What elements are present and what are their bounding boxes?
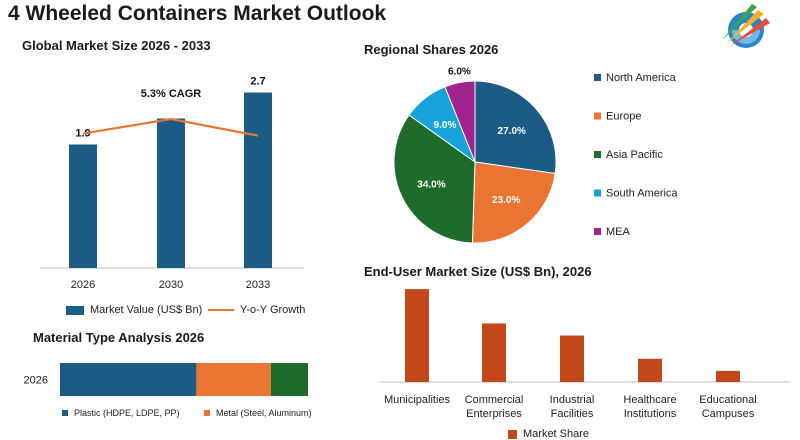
end-user-tick-5-line-2: Campuses <box>702 408 755 420</box>
global-cagr-annotation: 5.3% CAGR <box>141 88 202 100</box>
material-segment-3 <box>270 363 308 396</box>
pie-legend-swatch-south-america <box>594 189 601 197</box>
end-user-tick-2-line-2: Enterprises <box>466 408 522 420</box>
legend-plastic: Plastic (HDPE, LDPE, PP) <box>62 408 180 418</box>
global-bar-2033 <box>244 92 272 268</box>
legend-label-metal: Metal (Steel, Aluminum) <box>216 408 312 418</box>
legend-label-market-share: Market Share <box>523 428 590 440</box>
legend-swatch-plastic <box>62 410 68 416</box>
global-tick-2030: 2030 <box>159 279 183 291</box>
end-user-tick-4-line-2: Institutions <box>624 408 677 420</box>
end-user-tick-2-line-1: Commercial <box>465 394 524 406</box>
material-segment-2 <box>196 363 271 396</box>
pie-legend-label-mea: MEA <box>606 226 631 238</box>
regional-shares-title: Regional Shares 2026 <box>364 42 499 57</box>
global-market-title: Global Market Size 2026 - 2033 <box>22 38 211 53</box>
end-user-bar-1 <box>405 289 429 382</box>
global-value-label-2033: 2.7 <box>250 76 265 88</box>
global-growth-line <box>82 117 259 137</box>
legend-swatch-yoy-growth <box>208 309 234 311</box>
pie-legend-label-north-america: North America <box>606 72 677 84</box>
end-user-tick-1-line-1: Municipalities <box>384 394 451 406</box>
legend-market-share: Market Share <box>508 428 589 440</box>
brand-logo-icon <box>722 4 770 48</box>
legend-label-market-value: Market Value (US$ Bn) <box>90 304 203 316</box>
pie-slice-north-america <box>474 80 557 175</box>
end-user-bar-3 <box>560 335 584 382</box>
pie-legend-label-europe: Europe <box>606 111 641 123</box>
global-tick-2026: 2026 <box>71 279 95 291</box>
pie-label-europe: 23.0% <box>492 195 520 206</box>
legend-label-yoy-growth: Y-o-Y Growth <box>240 304 306 316</box>
end-user-bar-2 <box>482 323 506 382</box>
pie-label-asia-pacific: 34.0% <box>417 180 445 191</box>
pie-slice-europe <box>471 161 556 244</box>
legend-swatch-market-value <box>66 305 84 315</box>
legend-label-plastic: Plastic (HDPE, LDPE, PP) <box>74 408 180 418</box>
material-tick-2026: 2026 <box>24 375 48 387</box>
global-tick-2033: 2033 <box>246 279 270 291</box>
legend-market-value: Market Value (US$ Bn) <box>66 304 202 316</box>
pie-slice-asia-pacific <box>393 114 476 244</box>
pie-legend-swatch-asia-pacific <box>594 151 601 158</box>
pie-slice-mea <box>444 80 476 163</box>
pie-label-south-america: 9.0% <box>434 120 457 131</box>
material-segment-1 <box>60 363 197 396</box>
end-user-tick-3-line-2: Facilities <box>551 408 594 420</box>
legend-swatch-metal <box>204 410 210 416</box>
pie-legend-swatch-north-america <box>594 74 601 81</box>
end-user-tick-4-line-1: Healthcare <box>623 394 676 406</box>
page-title: 4 Wheeled Containers Market Outlook <box>8 2 387 25</box>
end-user-bar-5 <box>716 370 740 382</box>
legend-metal: Metal (Steel, Aluminum) <box>204 408 312 418</box>
global-bar-2026 <box>69 144 97 268</box>
legend-swatch-market-share <box>508 429 517 439</box>
pie-legend-label-south-america: South America <box>606 188 678 200</box>
pie-label-north-america: 27.0% <box>498 126 526 137</box>
global-bar-2030 <box>157 118 185 268</box>
pie-legend-swatch-europe <box>594 112 601 120</box>
end-user-tick-5-line-1: Educational <box>699 394 757 406</box>
legend-yoy-growth: Y-o-Y Growth <box>208 304 305 316</box>
pie-legend-swatch-mea <box>594 228 601 235</box>
end-user-bar-4 <box>638 358 662 382</box>
material-type-title: Material Type Analysis 2026 <box>33 330 205 345</box>
end-user-title: End-User Market Size (US$ Bn), 2026 <box>364 264 592 279</box>
pie-label-mea: 6.0% <box>448 67 471 78</box>
pie-legend-label-asia-pacific: Asia Pacific <box>606 149 663 161</box>
end-user-tick-3-line-1: Industrial <box>550 394 595 406</box>
